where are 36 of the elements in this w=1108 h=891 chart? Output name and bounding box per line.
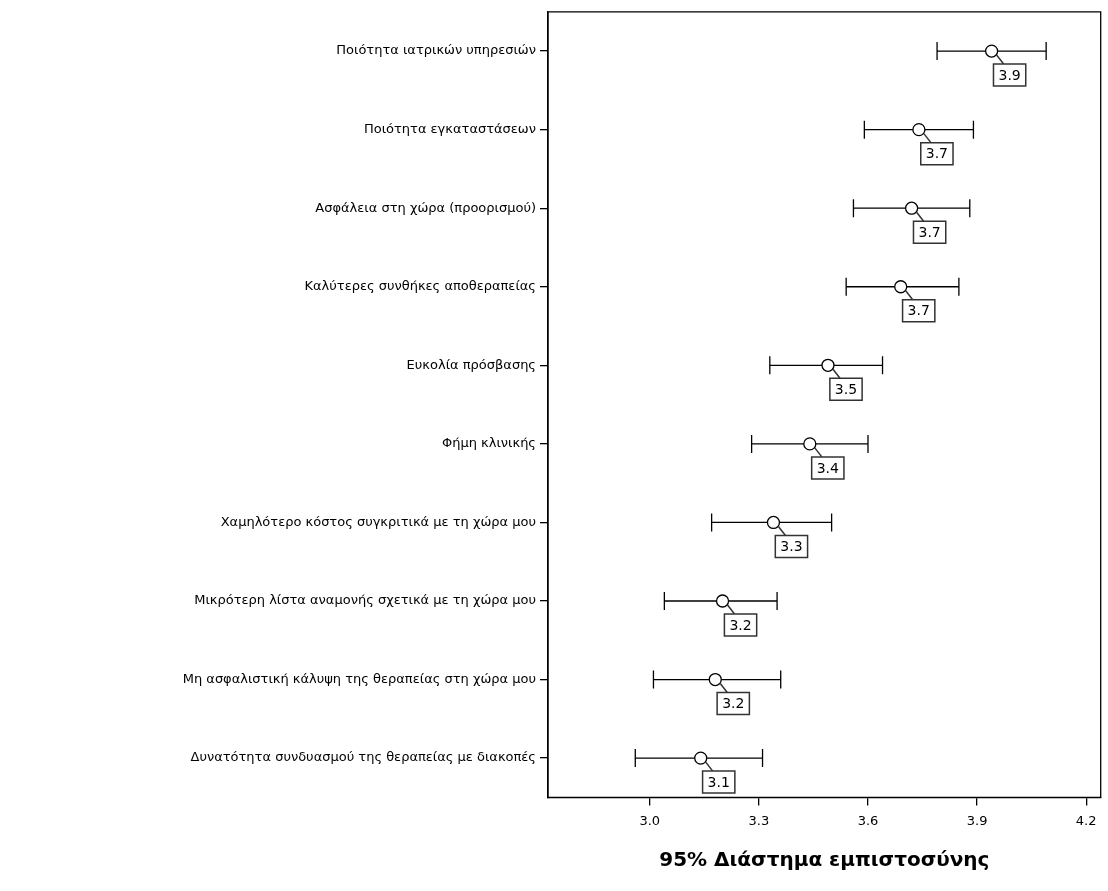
x-tick-label: 3.9 bbox=[966, 812, 988, 828]
data-label: 3.1 bbox=[707, 773, 730, 790]
point bbox=[904, 201, 919, 215]
point bbox=[894, 280, 908, 294]
data-label: 3.7 bbox=[907, 302, 930, 319]
y-tick-label: Φήμη κλινικής bbox=[441, 435, 536, 451]
point bbox=[803, 437, 817, 451]
y-tick-label: Ποιότητα ιατρικών υπηρεσιών bbox=[336, 42, 536, 58]
point bbox=[912, 122, 926, 137]
y-tick-label: Χαμηλότερο κόστος συγκριτικά με τη χώρα μου bbox=[220, 513, 536, 529]
point bbox=[821, 358, 835, 372]
y-tick-label: Ευκολία πρόσβασης bbox=[406, 356, 536, 372]
y-tick-label: Μικρότερη λίστα αναμονής σχετικά με τη χώρα μου bbox=[194, 592, 536, 608]
data-label: 3.4 bbox=[816, 459, 840, 476]
y-tick-label: Ασφάλεια στη χώρα (προορισμού) bbox=[315, 199, 536, 215]
data-label: 3.2 bbox=[729, 616, 752, 633]
y-tick-label: Μη ασφαλιστική κάλυψη της θεραπείας στη χώρα μου bbox=[182, 670, 536, 686]
point bbox=[708, 672, 722, 687]
x-tick-label: 4.2 bbox=[1075, 812, 1097, 828]
y-tick-label: Καλύτερες συνθήκες αποθεραπείας bbox=[304, 278, 536, 294]
point bbox=[984, 44, 999, 58]
data-label: 3.5 bbox=[834, 380, 858, 397]
point bbox=[694, 751, 708, 765]
x-tick-label: 3.3 bbox=[748, 812, 770, 828]
point bbox=[766, 515, 781, 530]
data-label: 3.7 bbox=[925, 145, 949, 162]
x-axis-title: 95% Διάστημα εμπιστοσύνης bbox=[659, 847, 990, 872]
data-label: 3.2 bbox=[722, 695, 745, 712]
y-tick-label: Δυνατότητα συνδυασμού της θεραπείας με διακοπές bbox=[190, 749, 536, 765]
data-label: 3.9 bbox=[998, 66, 1021, 83]
y-tick-label: Ποιότητα εγκαταστάσεων bbox=[363, 121, 536, 137]
data-label: 3.3 bbox=[780, 538, 803, 555]
x-tick-label: 3.0 bbox=[639, 812, 661, 828]
point bbox=[715, 594, 730, 608]
x-tick-label: 3.6 bbox=[857, 812, 879, 828]
data-label: 3.7 bbox=[918, 223, 941, 240]
